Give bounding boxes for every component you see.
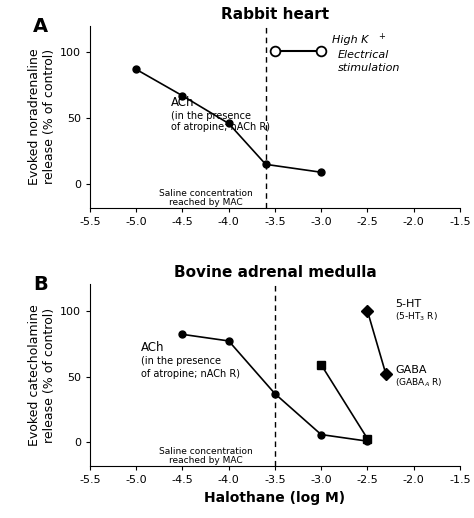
Text: 5-HT: 5-HT — [395, 299, 421, 309]
Text: ACh: ACh — [172, 96, 195, 109]
Title: Rabbit heart: Rabbit heart — [221, 7, 329, 22]
Text: Saline concentration: Saline concentration — [159, 189, 253, 198]
Text: B: B — [33, 275, 47, 294]
Text: of atropine; nACh R): of atropine; nACh R) — [141, 369, 240, 379]
Text: of atropine; nACh R): of atropine; nACh R) — [172, 122, 270, 133]
Text: ACh: ACh — [141, 341, 164, 354]
Text: (in the presence: (in the presence — [172, 110, 251, 121]
Text: GABA: GABA — [395, 365, 427, 375]
Y-axis label: Evoked noradrenaline
release (% of control): Evoked noradrenaline release (% of contr… — [28, 49, 56, 185]
Text: +: + — [378, 32, 385, 41]
Text: reached by MAC: reached by MAC — [169, 456, 242, 466]
Title: Bovine adrenal medulla: Bovine adrenal medulla — [173, 265, 376, 280]
Text: A: A — [33, 17, 48, 36]
Text: (in the presence: (in the presence — [141, 356, 221, 366]
Text: Saline concentration: Saline concentration — [159, 447, 253, 456]
Text: (GABA$_A$ R): (GABA$_A$ R) — [395, 377, 443, 390]
Text: (5-HT$_3$ R): (5-HT$_3$ R) — [395, 311, 438, 323]
Text: reached by MAC: reached by MAC — [169, 198, 242, 207]
Text: Electrical: Electrical — [338, 50, 389, 60]
X-axis label: Halothane (log M): Halothane (log M) — [204, 491, 346, 505]
Text: stimulation: stimulation — [338, 63, 400, 73]
Y-axis label: Evoked catecholamine
release (% of control): Evoked catecholamine release (% of contr… — [28, 305, 56, 446]
Text: High K: High K — [332, 35, 369, 46]
